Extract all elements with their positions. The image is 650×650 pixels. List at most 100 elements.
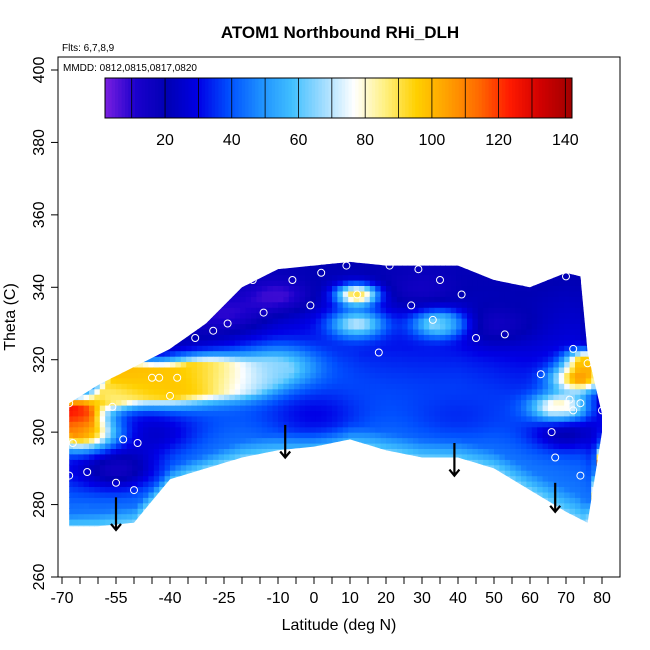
field-cell xyxy=(391,377,398,384)
field-cell xyxy=(477,274,484,281)
field-cell xyxy=(116,437,122,444)
field-cell xyxy=(477,377,484,384)
field-cell xyxy=(89,513,95,520)
field-cell xyxy=(423,339,430,346)
field-cell xyxy=(137,491,144,498)
field-cell xyxy=(159,470,166,477)
field-cell xyxy=(89,443,95,449)
field-cell xyxy=(202,383,209,390)
field-cell xyxy=(305,323,311,330)
field-cell xyxy=(526,470,533,477)
field-cell xyxy=(369,269,376,276)
field-cell xyxy=(137,443,144,449)
field-cell xyxy=(256,388,263,395)
field-cell xyxy=(386,328,392,335)
field-cell xyxy=(537,312,544,319)
field-cell xyxy=(488,372,495,379)
field-cell xyxy=(375,339,382,346)
field-cell xyxy=(229,361,236,368)
field-cell xyxy=(310,280,317,286)
field-cell xyxy=(407,263,414,270)
field-cell xyxy=(494,285,500,292)
field-cell xyxy=(359,296,365,303)
field-cell xyxy=(143,377,149,384)
field-cell xyxy=(180,345,187,352)
field-cell xyxy=(240,377,247,384)
field-cell xyxy=(294,377,301,384)
field-cell xyxy=(429,301,436,308)
field-cell xyxy=(359,263,365,270)
field-cell xyxy=(315,437,322,444)
field-cell xyxy=(207,350,214,357)
field-cell xyxy=(429,405,436,411)
field-cell xyxy=(202,421,209,428)
field-cell xyxy=(472,388,479,395)
chart-title: ATOM1 Northbound RHi_DLH xyxy=(221,23,459,42)
field-cell xyxy=(164,432,171,439)
field-cell xyxy=(369,432,376,439)
field-cell xyxy=(396,307,403,314)
field-cell xyxy=(186,443,193,449)
field-cell xyxy=(116,453,122,460)
field-cell xyxy=(510,318,517,325)
field-cell xyxy=(283,318,290,325)
field-cell xyxy=(310,361,317,368)
field-cell xyxy=(396,280,403,286)
field-cell xyxy=(105,491,112,498)
field-cell xyxy=(283,399,290,406)
field-cell xyxy=(445,394,452,401)
field-cell xyxy=(537,459,544,466)
field-cell xyxy=(510,421,517,428)
field-cell xyxy=(526,410,533,417)
field-cell xyxy=(272,421,279,428)
field-cell xyxy=(396,334,403,341)
field-cell xyxy=(477,383,484,390)
field-cell xyxy=(69,524,74,527)
field-cell xyxy=(375,426,382,433)
field-cell xyxy=(494,307,500,314)
field-cell xyxy=(240,437,247,444)
field-cell xyxy=(159,475,166,482)
field-cell xyxy=(423,453,430,460)
field-cell xyxy=(94,383,101,390)
field-cell xyxy=(121,513,128,520)
field-cell xyxy=(137,448,144,455)
field-cell xyxy=(467,301,473,308)
field-cell xyxy=(467,415,473,422)
field-cell xyxy=(294,323,301,330)
field-cell xyxy=(251,323,257,330)
field-cell xyxy=(456,334,463,341)
field-cell xyxy=(483,361,490,368)
field-cell xyxy=(510,356,517,363)
field-cell xyxy=(402,426,409,433)
field-cell xyxy=(191,334,198,341)
field-cell xyxy=(164,421,171,428)
field-cell xyxy=(148,481,155,487)
field-cell xyxy=(272,415,279,422)
field-cell xyxy=(89,519,95,526)
field-cell xyxy=(450,301,457,308)
field-cell xyxy=(213,377,220,384)
field-cell xyxy=(483,356,490,363)
field-cell xyxy=(342,426,349,433)
field-cell xyxy=(542,339,549,346)
field-cell xyxy=(391,339,398,346)
field-cell xyxy=(202,345,209,352)
field-cell xyxy=(499,426,506,433)
field-cell xyxy=(380,372,387,379)
field-cell xyxy=(488,377,495,384)
field-cell xyxy=(299,285,306,292)
field-cell xyxy=(488,388,495,395)
field-cell xyxy=(234,394,241,401)
field-cell xyxy=(483,296,490,303)
field-cell xyxy=(348,350,355,357)
field-cell xyxy=(218,361,225,368)
field-cell xyxy=(315,356,322,363)
field-cell xyxy=(78,464,85,471)
field-cell xyxy=(494,443,500,449)
field-cell xyxy=(434,383,441,390)
field-cell xyxy=(548,334,554,341)
field-cell xyxy=(488,426,495,433)
field-cell xyxy=(510,426,517,433)
field-cell xyxy=(537,377,544,384)
